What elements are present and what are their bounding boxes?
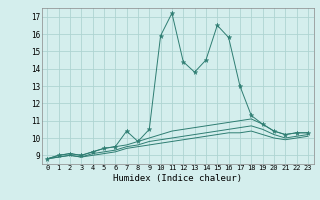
X-axis label: Humidex (Indice chaleur): Humidex (Indice chaleur) [113,174,242,183]
